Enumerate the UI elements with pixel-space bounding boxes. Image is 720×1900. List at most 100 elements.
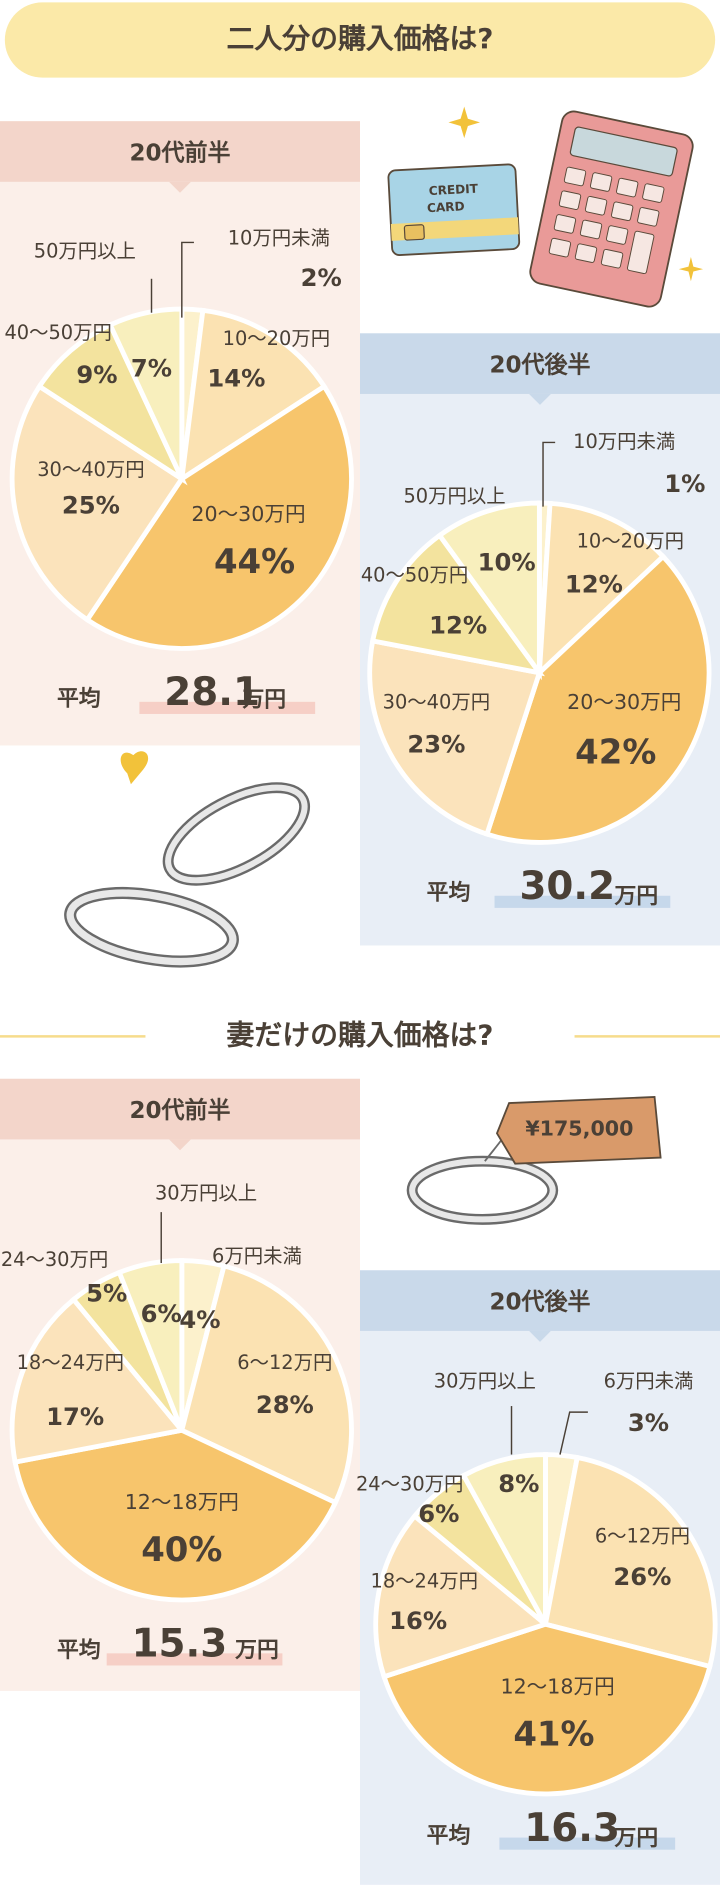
pie-slice: [536, 500, 667, 679]
slice-label: 50万円以上: [34, 240, 136, 263]
slice-value: 9%: [76, 360, 117, 389]
average-highlight: [139, 701, 316, 714]
chart-title: 20代前半: [129, 139, 230, 166]
pie-slice: [542, 1454, 718, 1670]
heading-banner: [4, 2, 716, 78]
slice-value: 16%: [389, 1606, 447, 1635]
panel-header: [360, 1270, 720, 1331]
slice-value: 6%: [418, 1499, 459, 1528]
slice-label: 12～18万円: [125, 1490, 239, 1514]
slice-value: 2%: [301, 263, 342, 292]
card-text: CARD: [427, 199, 465, 215]
slice-value: 25%: [62, 491, 120, 520]
slice-label: 10万円未満: [573, 430, 675, 453]
slice-label: 10～20万円: [223, 327, 330, 350]
panel-header-pointer: [529, 393, 551, 405]
sparkle: [448, 106, 480, 139]
slice-label: 20～30万円: [191, 502, 305, 526]
sparkle: [678, 256, 704, 282]
panel-header-pointer: [529, 1330, 551, 1342]
slice-label: 30万円以上: [434, 1369, 536, 1392]
pie-slice: [367, 638, 543, 838]
pie-slice: [178, 1262, 354, 1506]
slice-value: 8%: [498, 1469, 539, 1498]
slice-value: 7%: [131, 354, 172, 383]
slice-label: 30万円以上: [155, 1181, 257, 1204]
slice-value: 26%: [613, 1562, 671, 1591]
slice-value: 41%: [513, 1715, 594, 1754]
pie-slice: [373, 1512, 551, 1680]
slice-label: 6～12万円: [237, 1351, 332, 1374]
average-label: 平均: [57, 1637, 101, 1663]
pie-slice: [9, 1296, 187, 1465]
charts: 20代前半 10万円未満 2% 10～20万円 14% 20～30万円 44% 30～40万円…: [0, 121, 720, 1885]
heading: 二人分の購入価格は?: [227, 22, 494, 55]
heart: [120, 751, 149, 785]
slice-label: 50万円以上: [403, 484, 505, 507]
slice-label: 10万円未満: [228, 226, 330, 249]
slice-label: 20～30万円: [567, 690, 681, 714]
average-value: 15.3: [132, 1622, 228, 1667]
panel-header: [0, 1078, 360, 1140]
pie-slice: [83, 383, 354, 651]
slice-label: 24～30万円: [356, 1472, 463, 1495]
leader-line: [181, 241, 194, 318]
slice-label: 10～20万円: [577, 529, 684, 552]
average-label: 平均: [427, 879, 471, 905]
tag-text: ¥175,000: [525, 1117, 633, 1141]
pie-slice: [483, 553, 712, 845]
pie-slice: [12, 1427, 339, 1603]
panel-header: [360, 333, 720, 394]
pie-slice: [9, 383, 186, 624]
slice-value: 23%: [407, 729, 465, 758]
slice-value: 14%: [207, 363, 265, 392]
slice-value: 6%: [141, 1299, 182, 1328]
panel-header-pointer: [169, 1139, 191, 1151]
slice-label: 12～18万円: [500, 1674, 614, 1698]
pie-slice: [178, 307, 328, 484]
slice-label: 30～40万円: [383, 691, 490, 714]
slice-value: 44%: [214, 543, 295, 582]
chart-title: 20代前半: [129, 1097, 230, 1124]
average-unit: 万円: [615, 1826, 659, 1851]
card-text: CREDIT: [428, 182, 479, 199]
slice-value: 40%: [141, 1531, 222, 1570]
average-unit: 万円: [235, 1638, 279, 1663]
pie-slice: [116, 1258, 185, 1432]
slice-label: 18～24万円: [17, 1351, 124, 1374]
heading: 妻だけの購入価格は?: [227, 1018, 494, 1051]
card-illustration: CREDIT CARD: [387, 163, 521, 256]
slice-value: 17%: [46, 1402, 104, 1431]
slice-value: 28%: [256, 1390, 314, 1419]
average-value: 28.1: [164, 670, 260, 715]
slice-label: 30～40万円: [37, 458, 144, 481]
slice-value: 4%: [179, 1305, 220, 1334]
slice-value: 5%: [86, 1279, 127, 1308]
average-label: 平均: [427, 1822, 471, 1848]
ring: [66, 889, 237, 966]
slice-label: 40～50万円: [4, 321, 111, 344]
panel-header: [0, 121, 360, 182]
slice-value: 1%: [664, 469, 705, 498]
leader-line: [542, 441, 556, 507]
slice-label: 6万円未満: [212, 1244, 302, 1267]
price-tag: [495, 1096, 662, 1165]
slice-label: 24～30万円: [1, 1248, 108, 1271]
slice-label: 6万円未満: [604, 1369, 694, 1392]
average-value: 16.3: [524, 1806, 620, 1851]
calculator-illustration: [529, 110, 694, 308]
average-highlight: [106, 1653, 283, 1666]
average-highlight: [494, 895, 671, 908]
slice-value: 12%: [429, 611, 487, 640]
pie-slice: [381, 1621, 713, 1797]
average-highlight: [499, 1837, 676, 1850]
slice-value: 3%: [628, 1408, 669, 1437]
pie-slice: [436, 500, 542, 681]
panel-header-pointer: [169, 181, 191, 193]
chart-title: 20代後半: [489, 1289, 590, 1316]
slice-value: 10%: [478, 548, 536, 577]
pie-slice: [369, 532, 545, 677]
ring: [409, 1158, 556, 1223]
average-unit: 万円: [615, 884, 659, 909]
